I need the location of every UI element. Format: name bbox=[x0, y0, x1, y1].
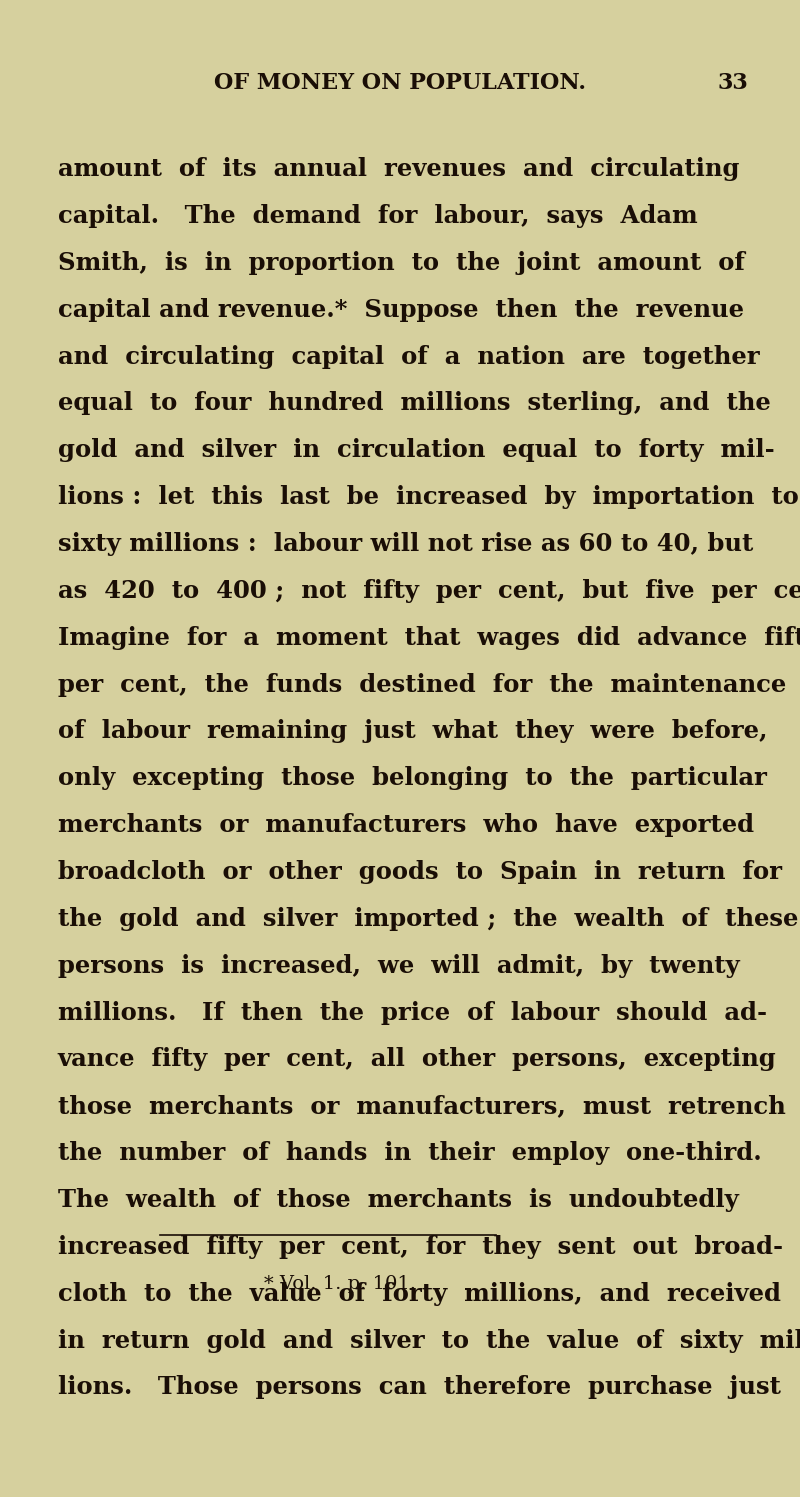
Text: the  number  of  hands  in  their  employ  one-third.: the number of hands in their employ one-… bbox=[58, 1141, 762, 1165]
Text: persons  is  increased,  we  will  admit,  by  twenty: persons is increased, we will admit, by … bbox=[58, 954, 739, 978]
Text: lions.   Those  persons  can  therefore  purchase  just: lions. Those persons can therefore purch… bbox=[58, 1376, 781, 1400]
Text: The  wealth  of  those  merchants  is  undoubtedly: The wealth of those merchants is undoubt… bbox=[58, 1189, 738, 1213]
Text: in  return  gold  and  silver  to  the  value  of  sixty  mil-: in return gold and silver to the value o… bbox=[58, 1329, 800, 1353]
Text: OF MONEY ON POPULATION.: OF MONEY ON POPULATION. bbox=[214, 72, 586, 94]
Text: 33: 33 bbox=[718, 72, 748, 94]
Text: vance  fifty  per  cent,  all  other  persons,  excepting: vance fifty per cent, all other persons,… bbox=[58, 1048, 776, 1072]
Text: capital.   The  demand  for  labour,  says  Adam: capital. The demand for labour, says Ada… bbox=[58, 204, 698, 228]
Text: broadcloth  or  other  goods  to  Spain  in  return  for: broadcloth or other goods to Spain in re… bbox=[58, 859, 782, 885]
Text: increased  fifty  per  cent,  for  they  sent  out  broad-: increased fifty per cent, for they sent … bbox=[58, 1235, 782, 1259]
Text: those  merchants  or  manufacturers,  must  retrench: those merchants or manufacturers, must r… bbox=[58, 1094, 786, 1118]
Text: capital and revenue.*  Suppose  then  the  revenue: capital and revenue.* Suppose then the r… bbox=[58, 298, 744, 322]
Text: only  excepting  those  belonging  to  the  particular: only excepting those belonging to the pa… bbox=[58, 766, 766, 790]
Text: the  gold  and  silver  imported ;  the  wealth  of  these: the gold and silver imported ; the wealt… bbox=[58, 907, 798, 931]
Text: Imagine  for  a  moment  that  wages  did  advance  fifty: Imagine for a moment that wages did adva… bbox=[58, 626, 800, 650]
Text: amount  of  its  annual  revenues  and  circulating: amount of its annual revenues and circul… bbox=[58, 157, 739, 181]
Text: as  420  to  400 ;  not  fifty  per  cent,  but  five  per  cent.: as 420 to 400 ; not fifty per cent, but … bbox=[58, 579, 800, 603]
Text: of  labour  remaining  just  what  they  were  before,: of labour remaining just what they were … bbox=[58, 720, 767, 744]
Text: sixty millions :  labour will not rise as 60 to 40, but: sixty millions : labour will not rise as… bbox=[58, 531, 753, 555]
Text: millions.   If  then  the  price  of  labour  should  ad-: millions. If then the price of labour sh… bbox=[58, 1000, 766, 1024]
Text: Smith,  is  in  proportion  to  the  joint  amount  of: Smith, is in proportion to the joint amo… bbox=[58, 251, 745, 275]
Text: gold  and  silver  in  circulation  equal  to  forty  mil-: gold and silver in circulation equal to … bbox=[58, 439, 774, 463]
Text: equal  to  four  hundred  millions  sterling,  and  the: equal to four hundred millions sterling,… bbox=[58, 391, 770, 416]
Text: * Vol. 1. p. 101.: * Vol. 1. p. 101. bbox=[264, 1275, 416, 1293]
Text: merchants  or  manufacturers  who  have  exported: merchants or manufacturers who have expo… bbox=[58, 813, 754, 837]
Text: lions :  let  this  last  be  increased  by  importation  to: lions : let this last be increased by im… bbox=[58, 485, 798, 509]
Text: per  cent,  the  funds  destined  for  the  maintenance: per cent, the funds destined for the mai… bbox=[58, 672, 786, 696]
Text: cloth  to  the  value  of  forty  millions,  and  received: cloth to the value of forty millions, an… bbox=[58, 1281, 781, 1305]
Text: and  circulating  capital  of  a  nation  are  together: and circulating capital of a nation are … bbox=[58, 344, 759, 368]
